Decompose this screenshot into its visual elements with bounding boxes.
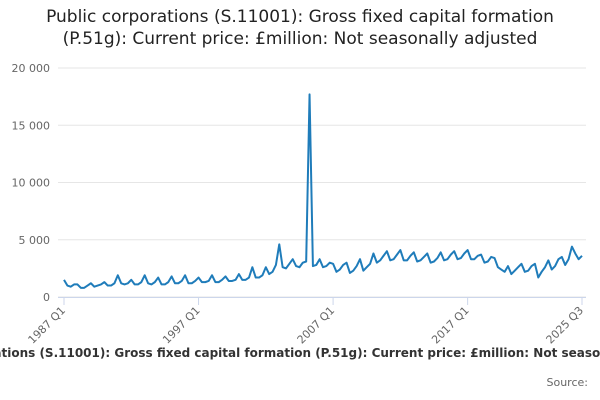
x-tick-label: 1997 Q1 <box>160 304 203 347</box>
x-tick-label: 2017 Q1 <box>429 304 472 347</box>
y-tick-label: 20 000 <box>12 62 51 75</box>
chart-title: Public corporations (S.11001): Gross fix… <box>46 7 554 49</box>
legend-entry: Public corporations (S.11001): Gross fix… <box>0 346 600 360</box>
y-tick-label: 0 <box>43 291 50 304</box>
y-tick-label: 15 000 <box>12 119 51 132</box>
x-tick-label: 1987 Q1 <box>26 304 69 347</box>
source: Source: <box>546 376 589 389</box>
legend: Public corporations (S.11001): Gross fix… <box>0 346 600 360</box>
line-series <box>63 93 583 289</box>
x-tick-label: 2007 Q1 <box>295 304 338 347</box>
x-tick-label: 2025 Q3 <box>544 304 587 347</box>
y-tick-label: 5 000 <box>19 234 51 247</box>
y-tick-label: 10 000 <box>12 177 51 190</box>
